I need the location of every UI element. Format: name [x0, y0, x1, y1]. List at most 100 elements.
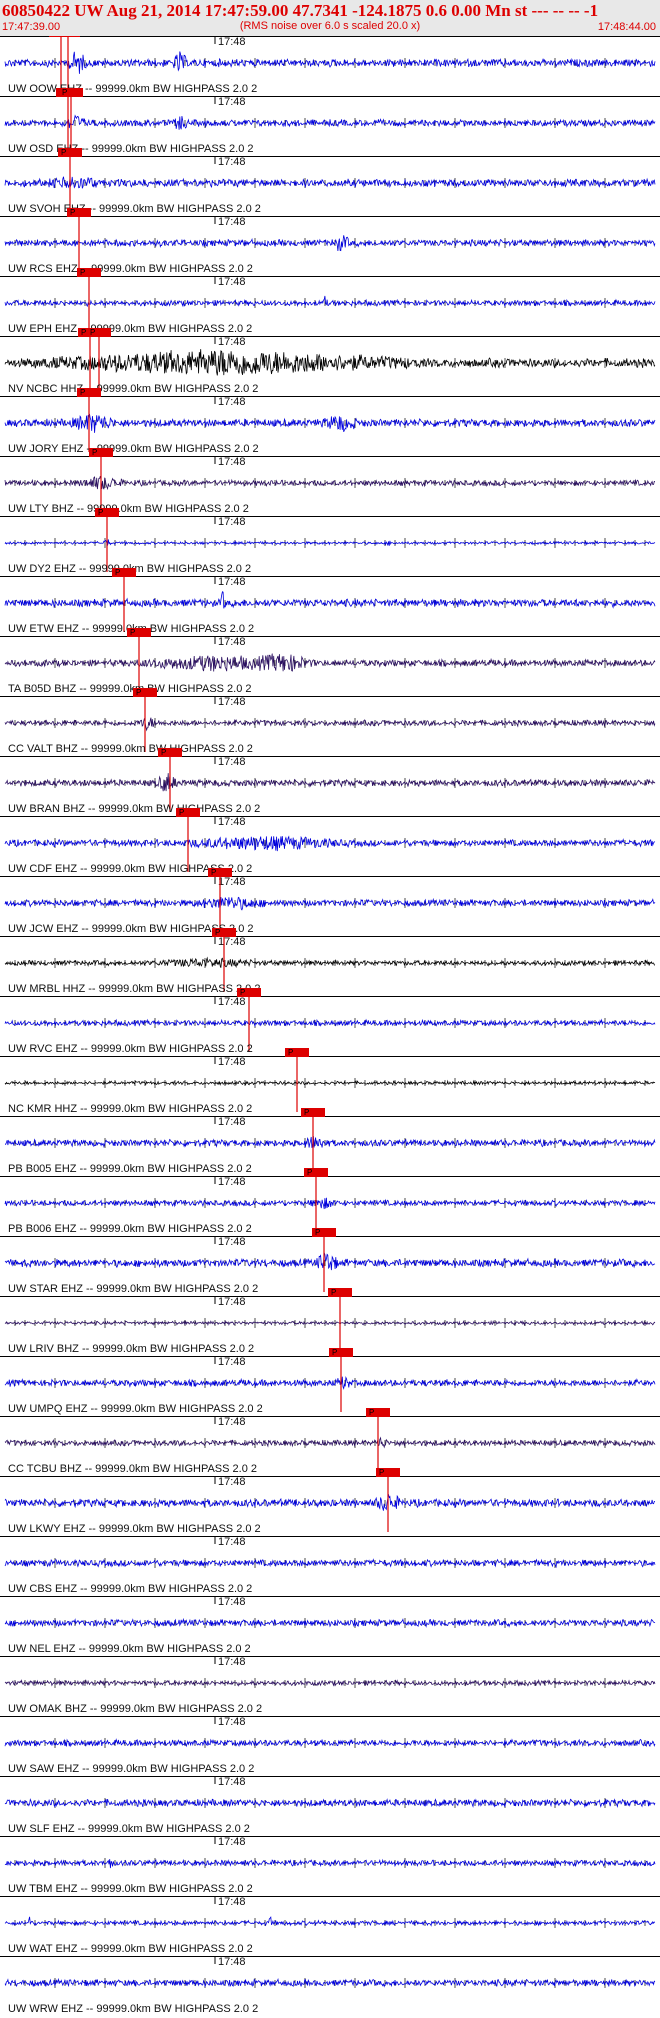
- station-label: CC VALT BHZ -- 99999.0km BW HIGHPASS 2.0…: [8, 743, 253, 755]
- pick-label: P: [80, 388, 85, 397]
- pick-flag: [312, 1228, 336, 1237]
- minute-label: 17:48: [218, 1356, 246, 1368]
- waveform-trace: [4, 1858, 656, 1869]
- waveform-trace: [4, 1678, 656, 1687]
- waveform-trace: [4, 717, 656, 732]
- pick-label: P: [315, 1228, 320, 1237]
- pick-label: P: [288, 1048, 293, 1057]
- pick-label: P: [115, 568, 120, 577]
- pick-label: P: [161, 748, 166, 757]
- pick-label: P: [81, 328, 86, 337]
- minute-label: 17:48: [218, 516, 246, 528]
- minute-label: 17:48: [218, 1296, 246, 1308]
- station-label: UW BRAN BHZ -- 99999.0km BW HIGHPASS 2.0…: [8, 803, 260, 815]
- pick-label: P: [62, 88, 67, 97]
- pick-flag: [158, 748, 182, 757]
- station-label: UW WRW EHZ -- 99999.0km BW HIGHPASS 2.0 …: [8, 2003, 258, 2015]
- minute-label: 17:48: [218, 876, 246, 888]
- pick-flag: [127, 628, 151, 637]
- waveform-trace: [4, 835, 656, 852]
- station-label: UW MRBL HHZ -- 99999.0km BW HIGHPASS 2.0…: [8, 983, 260, 995]
- station-label: UW LRIV BHZ -- 99999.0km BW HIGHPASS 2.0…: [8, 1343, 254, 1355]
- station-label: TA B05D BHZ -- 99999.0km BW HIGHPASS 2.0…: [8, 683, 252, 695]
- station-label: UW SVOH EHZ -- 99999.0km BW HIGHPASS 2.0…: [8, 203, 261, 215]
- minute-label: 17:48: [218, 1656, 246, 1668]
- minute-label: 17:48: [218, 456, 246, 468]
- minute-label: 17:48: [218, 36, 246, 48]
- station-label: UW STAR EHZ -- 99999.0km BW HIGHPASS 2.0…: [8, 1283, 258, 1295]
- minute-label: 17:48: [218, 276, 246, 288]
- minute-label: 17:48: [218, 1416, 246, 1428]
- waveform-trace: [4, 1558, 656, 1569]
- station-label: PB B005 EHZ -- 99999.0km BW HIGHPASS 2.0…: [8, 1163, 252, 1175]
- pick-label: P: [240, 988, 245, 997]
- pick-label: P: [211, 868, 216, 877]
- pick-label: P: [136, 688, 141, 697]
- waveform-trace: [4, 1018, 656, 1028]
- waveform-trace: [4, 896, 656, 911]
- station-label: UW OSD EHZ -- 99999.0km BW HIGHPASS 2.0 …: [8, 143, 254, 155]
- station-label: UW CDF EHZ -- 99999.0km BW HIGHPASS 2.0 …: [8, 863, 252, 875]
- station-label: UW CBS EHZ -- 99999.0km BW HIGHPASS 2.0 …: [8, 1583, 252, 1595]
- pick-label: P: [379, 1468, 384, 1477]
- station-label: UW RCS EHZ -- 99999.0km BW HIGHPASS 2.0 …: [8, 263, 253, 275]
- minute-label: 17:48: [218, 576, 246, 588]
- minute-label: 17:48: [218, 1596, 246, 1608]
- minute-label: 17:48: [218, 1956, 246, 1968]
- station-label: CC TCBU BHZ -- 99999.0km BW HIGHPASS 2.0…: [8, 1463, 257, 1475]
- pick-flag: [59, 88, 83, 97]
- minute-label: 17:48: [218, 816, 246, 828]
- pick-flag: [77, 388, 101, 397]
- station-label: NC KMR HHZ -- 99999.0km BW HIGHPASS 2.0 …: [8, 1103, 252, 1115]
- pick-flag: [208, 868, 232, 877]
- station-label: UW SLF EHZ -- 99999.0km BW HIGHPASS 2.0 …: [8, 1823, 250, 1835]
- pick-flag: [237, 988, 261, 997]
- waveform-trace: [4, 114, 656, 130]
- waveform-trace: [4, 773, 656, 792]
- pick-label: P: [307, 1168, 312, 1177]
- minute-label: 17:48: [218, 636, 246, 648]
- waveform-trace: [4, 591, 656, 609]
- pick-flag: [77, 268, 101, 277]
- minute-label: 17:48: [218, 1116, 246, 1128]
- pick-label: P: [80, 268, 85, 277]
- pick-flag: [304, 1168, 328, 1177]
- pick-label: P: [331, 1288, 336, 1297]
- minute-label: 17:48: [218, 1896, 246, 1908]
- pick-label: P: [369, 1408, 374, 1417]
- waveform-trace: [4, 1916, 656, 1927]
- pick-flag: [56, 36, 80, 37]
- pick-label: P: [130, 628, 135, 637]
- minute-label: 17:48: [218, 396, 246, 408]
- waveform-trace: [4, 1738, 656, 1748]
- pick-flag: [95, 508, 119, 517]
- station-label: UW OOW EHZ -- 99999.0km BW HIGHPASS 2.0 …: [8, 83, 257, 95]
- waveform-trace: [4, 1977, 656, 1988]
- minute-label: 17:48: [218, 1716, 246, 1728]
- station-label: UW EPH EHZ -- 99999.0km BW HIGHPASS 2.0 …: [8, 323, 252, 335]
- station-label: UW JCW EHZ -- 99999.0km BW HIGHPASS 2.0 …: [8, 923, 254, 935]
- pick-flag: [376, 1468, 400, 1477]
- waveform-trace: [4, 295, 656, 308]
- minute-label: 17:48: [218, 996, 246, 1008]
- waveform-trace: [4, 1798, 656, 1809]
- waveform-trace: [4, 51, 656, 74]
- station-label: UW RVC EHZ -- 99999.0km BW HIGHPASS 2.0 …: [8, 1043, 253, 1055]
- waveform-trace: [4, 1494, 656, 1511]
- waveform-trace: [4, 235, 656, 252]
- pick-label: P: [52, 36, 57, 37]
- minute-label: 17:48: [218, 1476, 246, 1488]
- waveform-trace: [4, 539, 656, 547]
- pick-label: P: [332, 1348, 337, 1357]
- waveform-trace: [4, 349, 656, 376]
- pick-label: P: [59, 36, 64, 37]
- pick-flag: [133, 688, 157, 697]
- plot-header: 60850422 UW Aug 21, 2014 17:47:59.00 47.…: [0, 0, 660, 36]
- pick-label: P: [304, 1108, 309, 1117]
- station-label: UW NEL EHZ -- 99999.0km BW HIGHPASS 2.0 …: [8, 1643, 251, 1655]
- station-label: UW SAW EHZ -- 99999.0km BW HIGHPASS 2.0 …: [8, 1763, 254, 1775]
- pick-flag: [329, 1348, 353, 1357]
- pick-flag: [212, 928, 236, 937]
- waveform-trace: [4, 413, 656, 433]
- minute-label: 17:48: [218, 336, 246, 348]
